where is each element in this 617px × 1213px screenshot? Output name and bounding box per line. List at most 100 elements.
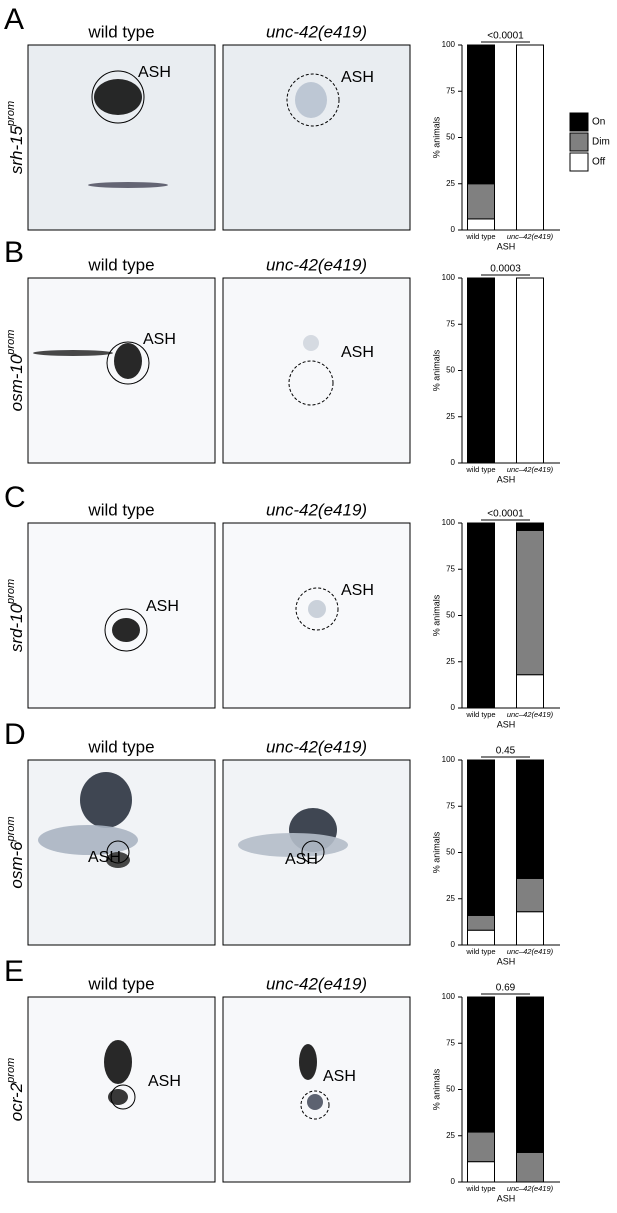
x-tick-label: unc–42(e419): [507, 465, 554, 474]
bar-segment: [516, 1151, 544, 1183]
reporter-name: srd-10: [7, 603, 26, 652]
reporter-name: srh-15: [7, 125, 26, 174]
ash-label: ASH: [341, 582, 374, 599]
image-title: unc-42(e419): [266, 255, 367, 274]
p-value: <0.0001: [487, 31, 524, 42]
cell-signal: [308, 600, 326, 618]
x-tick-label: wild type: [465, 710, 495, 719]
bar-segment: [516, 759, 544, 879]
y-tick-label: 25: [446, 894, 455, 903]
y-tick-label: 50: [446, 1085, 455, 1094]
p-value: <0.0001: [487, 509, 524, 520]
ash-outline: [288, 360, 334, 406]
reporter-label: ocr-2prom: [5, 1058, 27, 1122]
micrograph: [222, 996, 411, 1183]
y-tick-label: 100: [442, 273, 456, 282]
cell-signal: [238, 833, 348, 857]
x-axis-label: ASH: [497, 474, 516, 484]
ash-outline: [106, 341, 150, 385]
image-title: wild type: [87, 737, 154, 756]
image-title: wild type: [87, 500, 154, 519]
cell-signal: [106, 852, 130, 868]
x-axis-label: ASH: [497, 956, 516, 966]
micrograph: [222, 44, 411, 231]
panel-letter: B: [4, 236, 24, 269]
bar-segment: [467, 929, 495, 946]
y-tick-label: 25: [446, 179, 455, 188]
y-tick-label: 25: [446, 412, 455, 421]
ash-outline: [300, 1090, 330, 1120]
image-title: unc-42(e419): [266, 737, 367, 756]
reporter-superscript: prom: [5, 330, 17, 356]
ash-label: ASH: [285, 851, 318, 868]
x-tick-label: wild type: [465, 1184, 495, 1193]
bar-segment: [467, 522, 495, 709]
image-title: wild type: [87, 22, 154, 41]
bar-segment: [467, 1161, 495, 1183]
bar-segment: [516, 529, 544, 676]
y-tick-label: 75: [446, 86, 455, 95]
y-axis-label: % animals: [431, 594, 441, 636]
ash-outline: [91, 70, 145, 124]
panel-letter: A: [4, 3, 24, 36]
bar-segment: [467, 1131, 495, 1163]
reporter-label: srh-15prom: [5, 101, 27, 174]
cell-signal: [108, 1089, 128, 1105]
ash-outline: [110, 1084, 136, 1110]
image-title: wild type: [87, 974, 154, 993]
micrograph: [27, 996, 216, 1183]
y-tick-label: 75: [446, 1038, 455, 1047]
bar-segment: [467, 183, 495, 220]
cell-signal: [88, 182, 168, 188]
cell-signal: [299, 1044, 317, 1080]
legend-swatch: [569, 112, 589, 132]
y-tick-label: 100: [442, 40, 456, 49]
x-tick-label: unc–42(e419): [507, 947, 554, 956]
x-tick-label: unc–42(e419): [507, 710, 554, 719]
y-tick-label: 50: [446, 133, 455, 142]
bar-segment: [467, 277, 495, 464]
ash-outline: [286, 73, 340, 127]
ash-outline: [104, 608, 148, 652]
bar-segment: [467, 218, 495, 231]
reporter-name: ocr-2: [7, 1082, 26, 1121]
ash-label: ASH: [323, 1068, 356, 1085]
p-value: 0.69: [496, 983, 516, 994]
reporter-superscript: prom: [5, 101, 17, 127]
bar-segment: [467, 44, 495, 185]
y-tick-label: 75: [446, 319, 455, 328]
y-tick-label: 100: [442, 755, 456, 764]
y-axis-label: % animals: [431, 831, 441, 873]
x-tick-label: wild type: [465, 947, 495, 956]
micrograph: [222, 277, 411, 464]
panel-letter: D: [4, 718, 26, 751]
p-value: 0.0003: [490, 264, 521, 275]
reporter-name: osm-6: [7, 841, 26, 889]
y-tick-label: 0: [451, 225, 456, 234]
bar-segment: [516, 522, 544, 531]
ash-outline: [301, 840, 325, 864]
reporter-name: osm-10: [7, 354, 26, 411]
p-value: 0.45: [496, 746, 516, 757]
cell-signal: [114, 343, 142, 379]
image-title: unc-42(e419): [266, 500, 367, 519]
y-tick-label: 100: [442, 518, 456, 527]
y-axis-label: % animals: [431, 349, 441, 391]
reporter-label: osm-10prom: [5, 330, 27, 412]
bar-segment: [516, 996, 544, 1153]
image-title: unc-42(e419): [266, 974, 367, 993]
y-tick-label: 25: [446, 657, 455, 666]
x-axis-label: ASH: [497, 241, 516, 251]
x-tick-label: wild type: [465, 465, 495, 474]
cell-signal: [38, 825, 138, 855]
legend-swatch: [569, 132, 589, 152]
legend-label: On: [592, 117, 605, 128]
reporter-label: srd-10prom: [5, 579, 27, 652]
micrograph: [27, 44, 216, 231]
y-tick-label: 0: [451, 1177, 456, 1186]
cell-signal: [80, 772, 132, 828]
ash-label: ASH: [143, 331, 176, 348]
y-tick-label: 0: [451, 458, 456, 467]
bar-segment: [467, 759, 495, 916]
